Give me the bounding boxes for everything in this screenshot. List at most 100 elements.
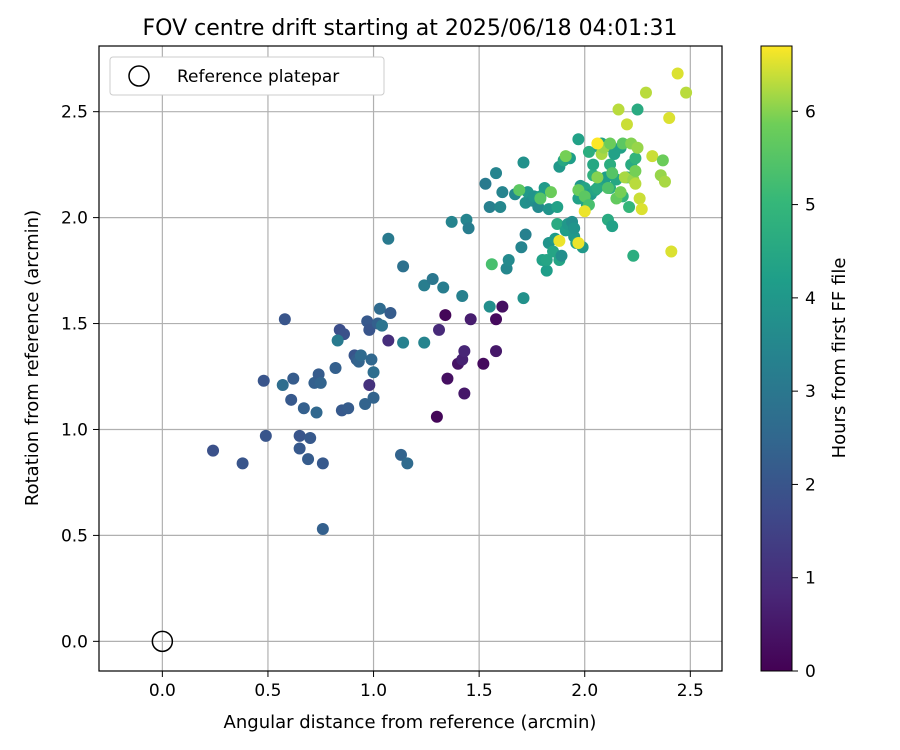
data-point <box>629 165 642 177</box>
data-point <box>572 133 585 146</box>
data-point <box>363 378 376 391</box>
data-point <box>483 201 496 214</box>
data-point <box>494 201 507 214</box>
data-point <box>671 67 684 80</box>
data-point <box>375 319 388 332</box>
data-point <box>276 378 289 391</box>
x-axis-ticks: 0.0 0.5 1.0 1.5 2.0 2.5 <box>149 671 704 701</box>
data-point <box>382 334 395 347</box>
data-point <box>304 431 317 444</box>
data-point <box>310 406 323 419</box>
data-point <box>515 241 528 254</box>
data-points <box>207 67 693 536</box>
data-point <box>314 376 327 389</box>
colorbar-tick-label: 0 <box>805 662 816 682</box>
data-point <box>257 374 270 387</box>
colorbar-gradient <box>760 45 793 672</box>
y-tick-label: 1.5 <box>61 315 88 335</box>
data-point <box>639 86 652 99</box>
data-point <box>551 217 564 230</box>
data-point <box>627 249 640 262</box>
data-point <box>297 402 310 415</box>
data-point <box>658 175 671 188</box>
colorbar-tick-label: 2 <box>805 475 816 495</box>
data-point <box>591 171 604 184</box>
data-point <box>285 393 298 406</box>
x-tick-label: 1.5 <box>466 681 493 701</box>
data-point <box>458 387 471 400</box>
data-point <box>665 245 678 258</box>
data-point <box>635 203 648 216</box>
data-point <box>587 158 600 171</box>
data-point <box>441 372 454 385</box>
colorbar-tick-label: 6 <box>805 102 816 122</box>
x-tick-label: 0.0 <box>149 681 176 701</box>
x-axis-label: Angular distance from reference (arcmin) <box>224 712 597 733</box>
data-point <box>342 402 355 415</box>
data-point <box>551 201 564 214</box>
chart-title: FOV centre drift starting at 2025/06/18 … <box>143 16 678 41</box>
legend-box <box>109 56 385 96</box>
data-point <box>553 234 566 247</box>
data-point <box>363 323 376 336</box>
data-point <box>517 156 530 169</box>
data-point <box>629 177 642 190</box>
data-point <box>604 137 617 150</box>
reference-marker <box>151 630 174 653</box>
data-point <box>490 167 503 180</box>
colorbar-label: Hours from first FF file <box>829 258 850 459</box>
colorbar-ticks: 0 1 2 3 4 5 6 <box>792 102 816 682</box>
data-point <box>663 112 676 125</box>
colorbar-tick-label: 4 <box>805 289 816 309</box>
data-point <box>578 205 591 218</box>
grid <box>99 46 722 671</box>
x-tick-label: 2.5 <box>677 681 704 701</box>
y-tick-label: 0.5 <box>61 526 88 546</box>
data-point <box>401 457 414 470</box>
data-point <box>293 442 306 455</box>
data-point <box>365 353 378 366</box>
data-point <box>485 258 498 271</box>
y-axis-ticks: 0.0 0.5 1.0 1.5 2.0 2.5 <box>61 103 99 652</box>
legend-label: Reference platepar <box>177 67 339 87</box>
data-point <box>631 103 644 116</box>
data-point <box>601 181 614 194</box>
data-point <box>367 366 380 379</box>
colorbar-tick-label: 3 <box>805 382 816 402</box>
data-point <box>591 137 604 150</box>
legend: Reference platepar <box>109 56 385 96</box>
data-point <box>633 192 646 205</box>
data-point <box>329 362 342 375</box>
data-point <box>394 448 407 461</box>
data-point <box>426 273 439 286</box>
data-point <box>559 150 572 163</box>
data-point <box>207 444 220 457</box>
y-axis-label: Rotation from reference (arcmin) <box>22 210 43 506</box>
data-point <box>397 260 410 273</box>
data-point <box>479 177 492 190</box>
data-point <box>680 86 693 99</box>
data-point <box>490 345 503 358</box>
data-point <box>316 523 329 536</box>
data-point <box>287 372 300 385</box>
data-point <box>646 150 659 163</box>
data-point <box>623 201 636 214</box>
data-point <box>519 228 532 241</box>
data-point <box>418 336 431 349</box>
y-tick-label: 2.0 <box>61 209 88 229</box>
data-point <box>582 145 595 158</box>
data-point <box>384 306 397 319</box>
data-point <box>502 253 515 266</box>
data-point <box>367 391 380 404</box>
data-point <box>259 429 272 442</box>
data-point <box>445 215 458 228</box>
data-point <box>540 253 553 266</box>
data-point <box>437 281 450 294</box>
data-point <box>316 457 329 470</box>
data-point <box>293 429 306 442</box>
data-point <box>540 264 553 277</box>
data-point <box>483 300 496 313</box>
data-point <box>490 313 503 326</box>
colorbar: 0 1 2 3 4 5 6 Hours from first FF file <box>760 45 850 682</box>
